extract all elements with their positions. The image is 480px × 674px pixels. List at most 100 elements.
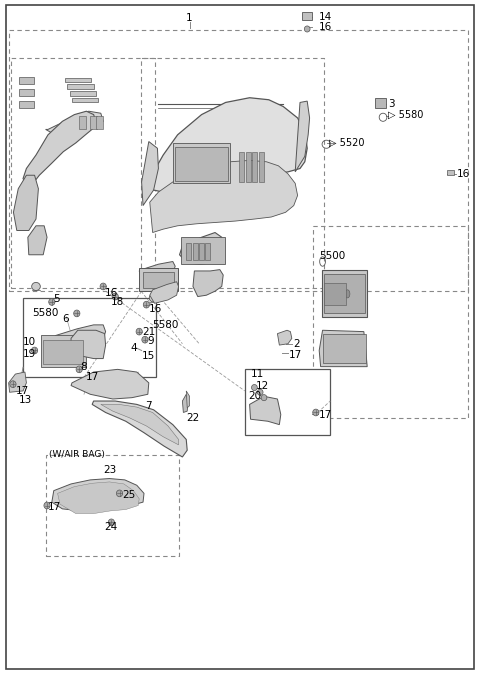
- FancyBboxPatch shape: [19, 89, 34, 96]
- Text: 23: 23: [103, 466, 117, 475]
- Ellipse shape: [10, 381, 16, 388]
- Ellipse shape: [32, 282, 40, 290]
- Text: 20: 20: [249, 392, 262, 401]
- Text: 25: 25: [122, 491, 136, 500]
- FancyBboxPatch shape: [252, 152, 257, 182]
- Text: ▷ 5520: ▷ 5520: [329, 138, 364, 148]
- FancyBboxPatch shape: [19, 77, 34, 84]
- Text: 16: 16: [149, 305, 162, 314]
- FancyBboxPatch shape: [324, 274, 365, 313]
- FancyBboxPatch shape: [143, 272, 174, 288]
- Polygon shape: [23, 111, 96, 189]
- Polygon shape: [319, 330, 367, 367]
- Ellipse shape: [143, 301, 150, 308]
- Ellipse shape: [31, 347, 37, 354]
- FancyBboxPatch shape: [90, 116, 97, 129]
- FancyBboxPatch shape: [323, 334, 366, 363]
- Polygon shape: [182, 394, 188, 412]
- Ellipse shape: [257, 390, 263, 395]
- Polygon shape: [71, 369, 149, 399]
- Polygon shape: [52, 479, 144, 511]
- Text: 15: 15: [142, 351, 155, 361]
- Polygon shape: [250, 396, 281, 425]
- Polygon shape: [101, 404, 179, 445]
- Text: 16: 16: [319, 22, 333, 32]
- FancyBboxPatch shape: [239, 152, 244, 182]
- Polygon shape: [72, 98, 98, 102]
- Polygon shape: [92, 401, 187, 457]
- Polygon shape: [65, 78, 91, 82]
- Polygon shape: [70, 91, 96, 96]
- FancyBboxPatch shape: [41, 335, 86, 367]
- FancyBboxPatch shape: [6, 5, 474, 669]
- Ellipse shape: [332, 290, 336, 298]
- Text: 17: 17: [289, 350, 302, 359]
- Ellipse shape: [304, 26, 310, 32]
- Ellipse shape: [112, 293, 118, 300]
- FancyBboxPatch shape: [186, 243, 191, 260]
- Polygon shape: [13, 175, 38, 231]
- Ellipse shape: [313, 409, 319, 416]
- Polygon shape: [150, 282, 179, 303]
- FancyBboxPatch shape: [324, 283, 346, 305]
- Ellipse shape: [49, 299, 55, 305]
- Text: 17: 17: [48, 502, 61, 512]
- Polygon shape: [46, 111, 103, 133]
- FancyBboxPatch shape: [447, 170, 454, 175]
- Ellipse shape: [261, 395, 267, 400]
- Text: 17: 17: [15, 386, 29, 396]
- Ellipse shape: [136, 328, 142, 335]
- Ellipse shape: [252, 384, 257, 391]
- FancyBboxPatch shape: [245, 369, 330, 435]
- FancyBboxPatch shape: [181, 237, 225, 264]
- Ellipse shape: [44, 502, 50, 509]
- Polygon shape: [142, 142, 158, 206]
- Text: 10: 10: [23, 338, 36, 347]
- Text: 1: 1: [186, 13, 193, 22]
- Text: 5: 5: [53, 295, 60, 304]
- Ellipse shape: [100, 283, 107, 290]
- Ellipse shape: [338, 290, 343, 298]
- FancyBboxPatch shape: [259, 152, 264, 182]
- Text: 2: 2: [293, 339, 300, 348]
- Text: 16: 16: [105, 288, 118, 297]
- FancyBboxPatch shape: [173, 143, 230, 183]
- Text: 5580: 5580: [33, 309, 59, 318]
- Text: ▷ 5580: ▷ 5580: [388, 110, 423, 119]
- Text: 19: 19: [23, 349, 36, 359]
- Polygon shape: [150, 160, 298, 233]
- Text: 6: 6: [62, 314, 69, 324]
- Text: 11: 11: [251, 369, 264, 379]
- Polygon shape: [148, 98, 307, 192]
- FancyBboxPatch shape: [193, 243, 198, 260]
- Text: 3: 3: [388, 100, 395, 109]
- Ellipse shape: [76, 366, 83, 373]
- Polygon shape: [55, 325, 106, 344]
- Ellipse shape: [108, 519, 115, 526]
- Ellipse shape: [325, 290, 330, 298]
- Text: 12: 12: [255, 381, 269, 390]
- Text: 21: 21: [142, 327, 156, 336]
- FancyBboxPatch shape: [96, 116, 103, 129]
- Text: 4: 4: [130, 343, 137, 353]
- FancyBboxPatch shape: [139, 268, 178, 291]
- FancyBboxPatch shape: [199, 243, 204, 260]
- Ellipse shape: [73, 310, 80, 317]
- Text: 13: 13: [19, 396, 33, 405]
- Text: (W/AIR BAG): (W/AIR BAG): [49, 450, 105, 459]
- Ellipse shape: [116, 490, 123, 497]
- Text: 17: 17: [85, 373, 99, 382]
- Text: 5500: 5500: [319, 251, 346, 261]
- Polygon shape: [9, 372, 26, 392]
- FancyBboxPatch shape: [246, 152, 251, 182]
- FancyBboxPatch shape: [19, 101, 34, 108]
- Ellipse shape: [149, 294, 158, 302]
- Ellipse shape: [345, 290, 350, 298]
- Polygon shape: [71, 330, 106, 359]
- FancyBboxPatch shape: [43, 340, 83, 364]
- FancyBboxPatch shape: [322, 270, 367, 317]
- FancyBboxPatch shape: [375, 98, 386, 108]
- Polygon shape: [180, 233, 223, 264]
- Ellipse shape: [142, 336, 148, 343]
- FancyBboxPatch shape: [175, 147, 228, 181]
